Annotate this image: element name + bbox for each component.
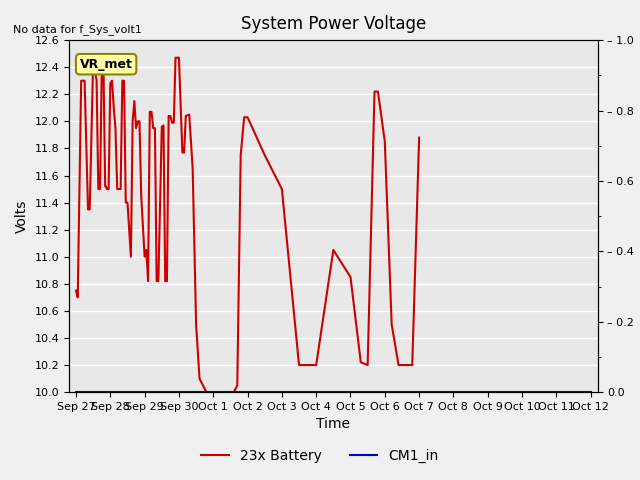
- Title: System Power Voltage: System Power Voltage: [241, 15, 426, 33]
- 23x Battery: [100, 64, 108, 70]
- Legend: 23x Battery, CM1_in: 23x Battery, CM1_in: [196, 443, 444, 468]
- X-axis label: Time: Time: [316, 418, 350, 432]
- 23x Battery: [202, 389, 210, 395]
- Text: No data for f_Sys_volt1: No data for f_Sys_volt1: [13, 24, 141, 35]
- 23x Battery: [180, 150, 188, 156]
- 23x Battery: [347, 274, 355, 280]
- 23x Battery: [116, 186, 124, 192]
- Line: 23x Battery: 23x Battery: [76, 58, 419, 392]
- Y-axis label: Volts: Volts: [15, 199, 29, 233]
- 23x Battery: [172, 55, 179, 60]
- 23x Battery: [72, 288, 80, 293]
- 23x Battery: [120, 78, 128, 84]
- 23x Battery: [415, 135, 423, 141]
- 23x Battery: [408, 362, 416, 368]
- Text: VR_met: VR_met: [80, 58, 132, 71]
